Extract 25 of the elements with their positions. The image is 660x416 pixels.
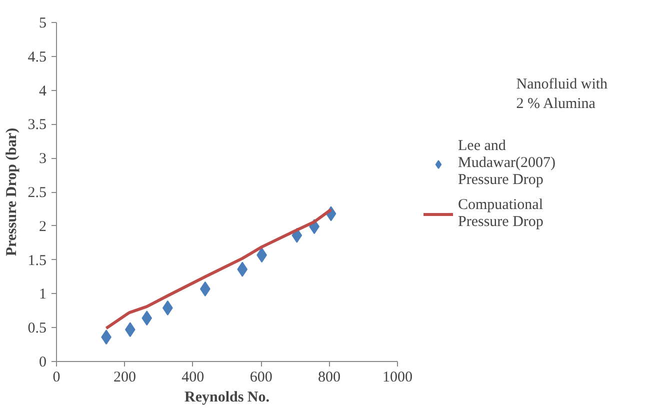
point [237,262,248,277]
text: Nanofluid with 2 % Alumina [516,76,608,112]
x-tick-label: 1000 [382,370,412,386]
y-axis-title: Pressure Drop (bar) [4,128,20,256]
x-tick-label: 400 [182,370,204,386]
x-tick-label: 800 [318,370,341,386]
y-tick-label: 3.5 [28,117,46,134]
legend-label: Compuational Pressure Drop [458,197,544,231]
y-tick-label: 5 [39,16,46,32]
y-tick-label: 2.5 [28,185,46,201]
x-tick-label: 200 [113,370,136,386]
point [142,310,152,326]
y-tick-label: 1.5 [28,252,46,269]
y-tick-label: 0 [39,354,46,370]
y-tick-label: 4.5 [28,49,46,66]
y-tick-label: 3 [39,151,46,168]
point [124,322,136,338]
x-tick-label: 0 [52,370,60,386]
y-tick-label: 4 [39,83,47,100]
y-tick-label: 0.5 [28,320,46,337]
legend-label: Lee and Mudawar(2007) Pressure Drop [458,138,556,189]
x-axis-title: Reynolds No. [184,390,270,406]
x-tick-label: 600 [250,370,272,386]
y-tick-label: 1 [39,286,46,303]
y-tick-label: 2 [39,218,46,235]
